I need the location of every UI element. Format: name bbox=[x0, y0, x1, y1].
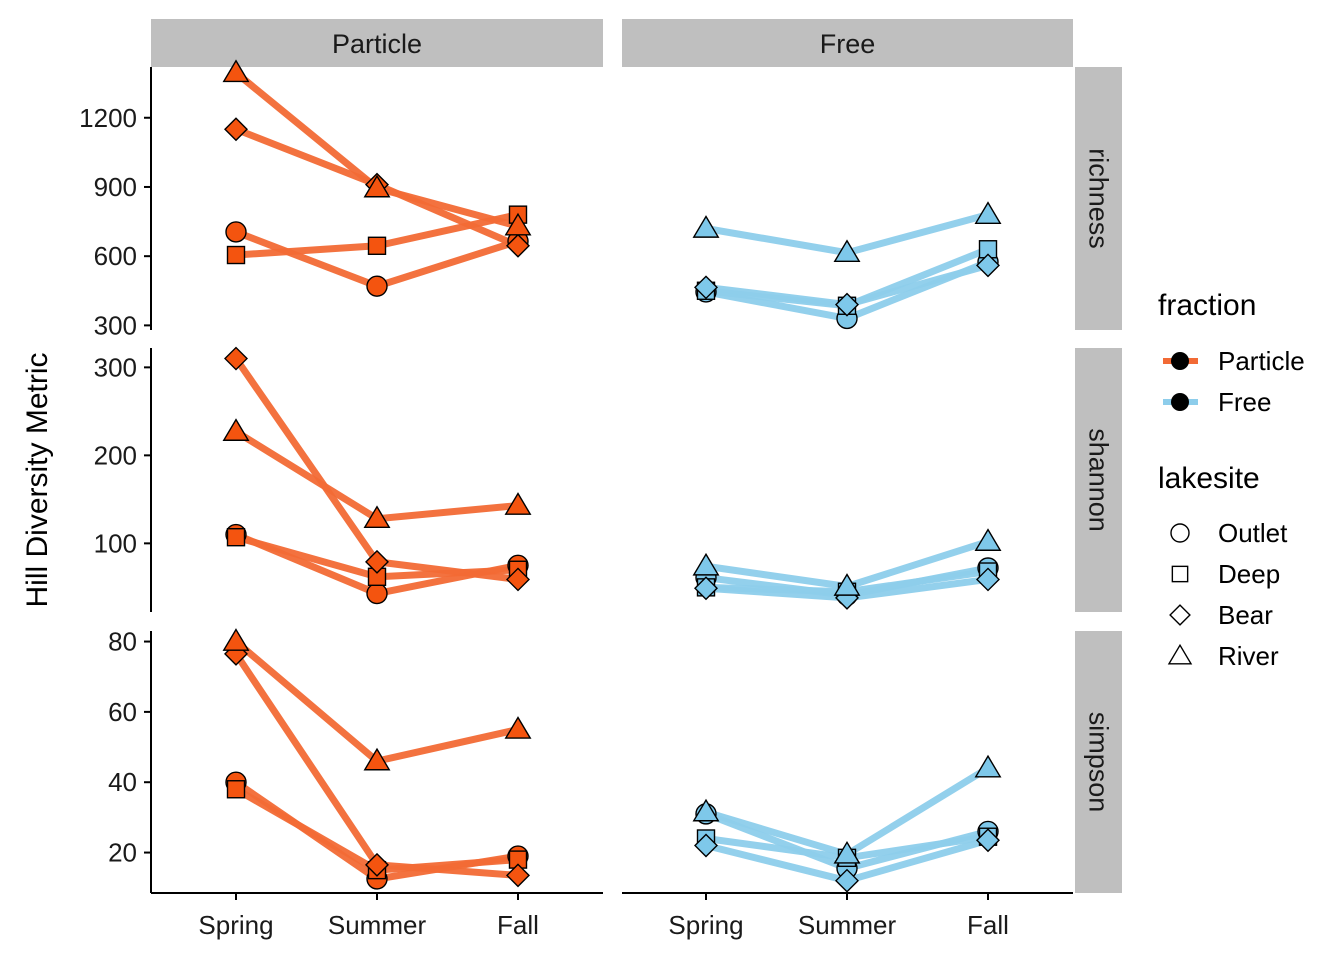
series-lines bbox=[233, 70, 990, 885]
strip-shannon-bg bbox=[1075, 348, 1122, 612]
legend-lakesite-label: Deep bbox=[1218, 559, 1280, 589]
data-point-richness-particle-river bbox=[504, 212, 532, 236]
data-point-simpson-free-bear bbox=[976, 828, 1000, 853]
y-tick-label: 40 bbox=[108, 767, 137, 797]
data-point-shannon-particle-bear bbox=[365, 549, 389, 574]
data-point-richness-free-bear bbox=[976, 253, 1000, 278]
y-tick-label: 60 bbox=[108, 697, 137, 727]
y-axis-title: Hill Diversity Metric bbox=[21, 353, 54, 608]
y-tick-label: 200 bbox=[94, 440, 137, 470]
legend-lakesite-key bbox=[1171, 565, 1189, 583]
legend-fraction-label: Particle bbox=[1218, 346, 1305, 376]
data-point-shannon-free-river bbox=[974, 528, 1002, 551]
data-point-shannon-particle-deep bbox=[226, 528, 246, 547]
data-point-richness-particle-deep bbox=[367, 236, 387, 255]
strip-shannon-label: shannon bbox=[1084, 428, 1114, 532]
data-point-richness-free-bear bbox=[694, 275, 718, 300]
legend-fraction-key-point bbox=[1171, 393, 1189, 411]
series-line-simpson-particle-river bbox=[233, 638, 519, 765]
data-point-shannon-particle-river bbox=[504, 492, 532, 515]
data-point-simpson-free-bear bbox=[694, 833, 718, 858]
y-tick-label: 900 bbox=[94, 172, 137, 202]
data-point-richness-free-river bbox=[974, 201, 1002, 224]
strip-simpson-bg bbox=[1075, 631, 1122, 893]
x-tick-label: Spring bbox=[198, 910, 273, 940]
legend: fraction lakesite Particle Free Outlet Deep… bbox=[1158, 289, 1305, 671]
strip-particle-label: Particle bbox=[332, 29, 422, 59]
data-point-richness-free-bear bbox=[835, 292, 859, 317]
y-tick-label: 1200 bbox=[79, 103, 137, 133]
legend-fraction-key-point bbox=[1171, 352, 1189, 370]
data-point-shannon-particle-outlet bbox=[366, 582, 388, 605]
facet-strips: Particle Free richness shannon simpson bbox=[151, 19, 1122, 893]
data-point-shannon-free-river bbox=[692, 552, 720, 576]
data-point-simpson-free-bear bbox=[835, 868, 859, 893]
data-point-richness-particle-river bbox=[222, 59, 250, 83]
strip-richness-label: richness bbox=[1084, 148, 1114, 249]
data-point-simpson-particle-river bbox=[504, 716, 532, 739]
legend-lakesite-label: Outlet bbox=[1218, 518, 1288, 548]
strip-simpson-label: simpson bbox=[1084, 712, 1114, 813]
x-tick-label: Summer bbox=[328, 910, 427, 940]
legend-lakesite-label: River bbox=[1218, 641, 1279, 671]
legend-lakesite-key bbox=[1169, 604, 1191, 626]
strip-richness-bg bbox=[1075, 67, 1122, 330]
strip-free-bg bbox=[622, 19, 1073, 67]
data-point-shannon-particle-river bbox=[222, 418, 250, 441]
data-point-simpson-particle-bear bbox=[365, 852, 389, 877]
axes: 300 600 900 1200 100 200 300 20 40 60 80 Spring Summ… bbox=[79, 67, 1073, 940]
data-point-simpson-particle-bear bbox=[506, 863, 530, 888]
data-point-richness-particle-bear bbox=[506, 233, 530, 258]
y-tick-label: 300 bbox=[94, 352, 137, 382]
y-tick-label: 80 bbox=[108, 627, 137, 657]
series-points bbox=[222, 59, 1002, 893]
legend-lakesite-key bbox=[1167, 643, 1193, 665]
legend-lakesite-label: Bear bbox=[1218, 600, 1273, 630]
y-tick-label: 600 bbox=[94, 241, 137, 271]
legend-fraction-label: Free bbox=[1218, 387, 1271, 417]
x-tick-label: Summer bbox=[798, 910, 897, 940]
data-point-simpson-particle-river bbox=[363, 747, 391, 771]
legend-fraction-title: fraction bbox=[1158, 289, 1256, 322]
data-point-shannon-free-river bbox=[833, 573, 861, 596]
data-point-richness-particle-deep bbox=[226, 245, 246, 265]
data-point-richness-particle-outlet bbox=[366, 275, 388, 297]
legend-lakesite-key bbox=[1170, 523, 1190, 543]
data-point-shannon-free-bear bbox=[976, 567, 1000, 592]
x-tick-label: Fall bbox=[967, 910, 1009, 940]
data-point-simpson-free-river bbox=[833, 840, 861, 864]
data-point-shannon-particle-bear bbox=[506, 567, 530, 592]
data-point-simpson-particle-river bbox=[222, 628, 250, 651]
data-point-simpson-free-river bbox=[692, 798, 720, 822]
data-point-shannon-particle-bear bbox=[224, 346, 248, 371]
data-point-richness-particle-outlet bbox=[225, 221, 247, 243]
x-tick-label: Spring bbox=[668, 910, 743, 940]
data-point-richness-particle-bear bbox=[224, 117, 248, 142]
data-point-simpson-free-river bbox=[974, 754, 1002, 778]
strip-particle-bg bbox=[151, 19, 603, 67]
data-point-shannon-particle-river bbox=[363, 505, 391, 529]
y-tick-label: 100 bbox=[94, 528, 137, 558]
data-point-simpson-particle-deep bbox=[226, 780, 246, 799]
data-point-richness-particle-river bbox=[363, 174, 391, 198]
data-point-richness-free-river bbox=[692, 215, 720, 238]
data-point-richness-free-river bbox=[833, 239, 861, 263]
y-tick-label: 300 bbox=[94, 310, 137, 340]
y-tick-label: 20 bbox=[108, 838, 137, 868]
strip-free-label: Free bbox=[820, 29, 876, 59]
data-point-shannon-free-bear bbox=[694, 576, 718, 601]
legend-lakesite-title: lakesite bbox=[1158, 462, 1260, 495]
x-tick-label: Fall bbox=[497, 910, 539, 940]
